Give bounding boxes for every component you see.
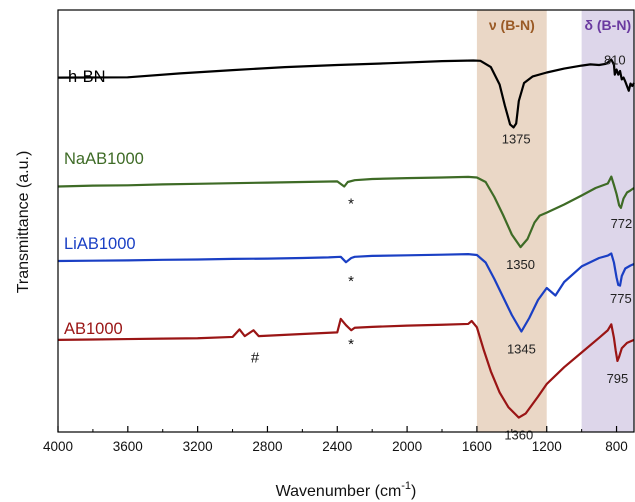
x-tick-label-2400: 2400	[322, 439, 352, 454]
x-tick-label-1600: 1600	[462, 439, 492, 454]
peak-label-ab1000-795: 795	[607, 371, 629, 386]
x-axis: 4000 3600 3200 2800 2400 2000 1600 1200 800	[43, 426, 628, 454]
annotation-asterisk-0: *	[348, 195, 354, 212]
series-label-naab1000: NaAB1000	[64, 150, 144, 168]
annotation-asterisk-2: *	[348, 336, 354, 353]
x-tick-label-3600: 3600	[113, 439, 143, 454]
labels-layer: h-BN 1375 810 NaAB1000 1350 772 LiAB1000 1345 77…	[64, 53, 632, 443]
x-tick-label-800: 800	[605, 439, 628, 454]
band-label-0: ν (B-N)	[489, 17, 535, 33]
x-axis-title-close: )	[411, 483, 416, 500]
peak-label-liab1000-775: 775	[610, 291, 632, 306]
annotation-asterisk-1: *	[348, 273, 354, 290]
series-layer	[57, 58, 635, 419]
series-line-ab1000	[57, 317, 635, 419]
series-label-ab1000: AB1000	[64, 320, 123, 338]
peak-label-h-bn-810: 810	[604, 53, 626, 68]
peak-label-h-bn-1375: 1375	[502, 132, 531, 147]
peak-label-naab1000-772: 772	[611, 216, 633, 231]
series-line-liab1000	[57, 252, 635, 333]
x-axis-title-main: Wavenumber (cm	[276, 483, 402, 500]
x-tick-label-2000: 2000	[392, 439, 422, 454]
y-axis-title: Transmittance (a.u.)	[15, 151, 32, 294]
peak-label-ab1000-1360: 1360	[504, 428, 533, 443]
plot-frame	[57, 9, 635, 433]
x-axis-title-sup: -1	[401, 480, 411, 492]
x-tick-label-3200: 3200	[183, 439, 213, 454]
x-axis-title: Wavenumber (cm-1)	[276, 480, 417, 500]
x-tick-label-2800: 2800	[252, 439, 282, 454]
peak-label-liab1000-1345: 1345	[507, 342, 536, 357]
x-tick-label-4000: 4000	[43, 439, 73, 454]
series-label-h-bn: h-BN	[68, 68, 106, 86]
peak-label-naab1000-1350: 1350	[506, 257, 535, 272]
band-label-1: δ (B-N)	[585, 17, 632, 33]
series-line-h-bn	[57, 58, 635, 129]
x-tick-label-1200: 1200	[532, 439, 562, 454]
annotation-hash-3: #	[251, 350, 260, 367]
series-line-naab1000	[57, 175, 635, 249]
series-label-liab1000: LiAB1000	[64, 235, 136, 253]
